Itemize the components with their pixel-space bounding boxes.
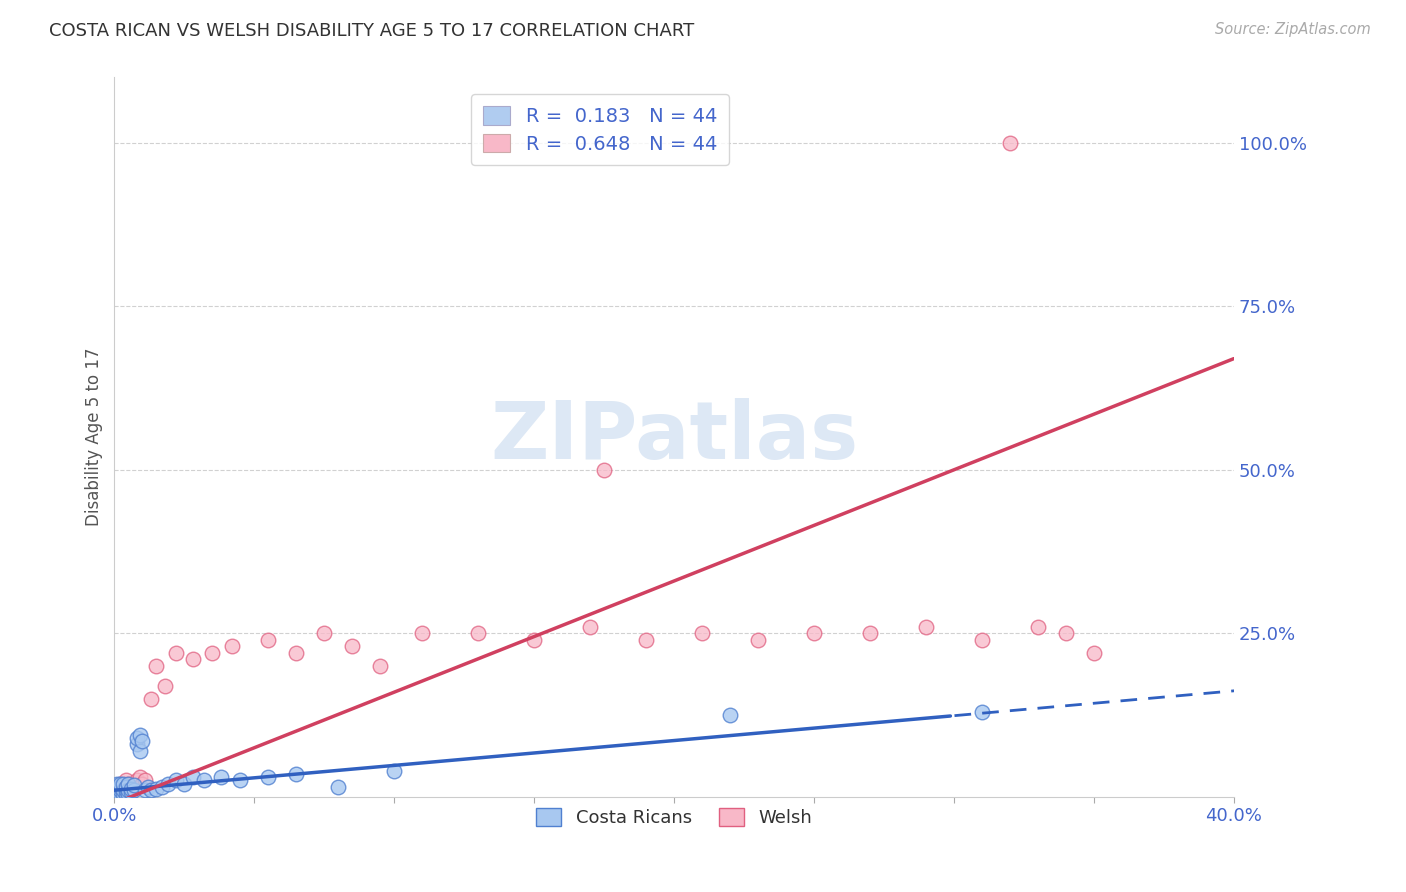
Point (285, 646, 308, 660)
Point (139, 691, 162, 706)
Point (108, 783, 131, 797)
Point (859, 626, 882, 640)
Point (803, 626, 825, 640)
Point (229, 773, 252, 788)
Point (105, 787, 128, 801)
Point (145, 659, 167, 673)
Point (122, 777, 145, 791)
Point (285, 767, 308, 781)
Point (134, 783, 156, 797)
Point (108, 777, 131, 791)
Point (128, 728, 150, 742)
Point (181, 652, 204, 666)
Point (153, 679, 176, 693)
Point (105, 780, 128, 794)
Point (114, 773, 136, 788)
Point (114, 783, 136, 797)
Point (201, 646, 224, 660)
Point (145, 781, 167, 796)
Point (342, 640, 364, 654)
Point (314, 626, 336, 640)
Point (105, 777, 128, 791)
Point (131, 734, 153, 748)
Point (636, 632, 658, 647)
Point (523, 632, 546, 647)
Point (120, 781, 142, 796)
Point (257, 632, 280, 647)
Point (128, 770, 150, 784)
Point (1054, 626, 1077, 640)
Point (125, 731, 148, 745)
Point (108, 780, 131, 794)
Point (747, 632, 769, 647)
Point (114, 787, 136, 801)
Point (108, 787, 131, 801)
Point (117, 783, 139, 797)
Point (165, 773, 187, 788)
Point (111, 783, 134, 797)
Point (111, 777, 134, 791)
Point (117, 777, 139, 791)
Point (382, 764, 405, 778)
Point (105, 780, 128, 794)
Point (108, 783, 131, 797)
Point (193, 773, 215, 788)
Point (593, 463, 616, 477)
Point (128, 744, 150, 758)
Point (134, 773, 156, 788)
Point (156, 777, 179, 791)
Point (111, 787, 134, 801)
Point (970, 705, 993, 719)
Point (150, 780, 173, 794)
Point (117, 787, 139, 801)
Point (120, 780, 142, 794)
Text: ZIPatlas: ZIPatlas (489, 398, 858, 476)
Point (915, 620, 938, 634)
Point (120, 784, 142, 798)
Point (209, 770, 232, 784)
Point (105, 783, 128, 797)
Point (117, 777, 139, 791)
Point (998, 136, 1021, 150)
Text: Source: ZipAtlas.com: Source: ZipAtlas.com (1215, 22, 1371, 37)
Point (173, 777, 195, 791)
Point (579, 620, 602, 634)
Point (139, 783, 162, 797)
Point (181, 770, 204, 784)
Point (117, 783, 139, 797)
Point (131, 777, 153, 791)
Point (1026, 620, 1049, 634)
Point (114, 780, 136, 794)
Point (122, 778, 145, 792)
Point (368, 659, 391, 673)
Point (105, 787, 128, 801)
Point (221, 640, 243, 654)
Point (108, 777, 131, 791)
Point (136, 780, 159, 794)
Point (328, 780, 350, 794)
Point (970, 632, 993, 647)
Point (165, 646, 187, 660)
Point (111, 777, 134, 791)
Point (1083, 646, 1105, 660)
Point (690, 626, 713, 640)
Legend: Costa Ricans, Welsh: Costa Ricans, Welsh (529, 801, 820, 835)
Point (467, 626, 489, 640)
Point (257, 770, 280, 784)
Text: COSTA RICAN VS WELSH DISABILITY AGE 5 TO 17 CORRELATION CHART: COSTA RICAN VS WELSH DISABILITY AGE 5 TO… (49, 22, 695, 40)
Point (718, 708, 741, 723)
Point (411, 626, 433, 640)
Point (111, 783, 134, 797)
Point (122, 783, 145, 797)
Point (125, 773, 148, 788)
Y-axis label: Disability Age 5 to 17: Disability Age 5 to 17 (86, 348, 103, 526)
Point (114, 780, 136, 794)
Point (125, 738, 148, 752)
